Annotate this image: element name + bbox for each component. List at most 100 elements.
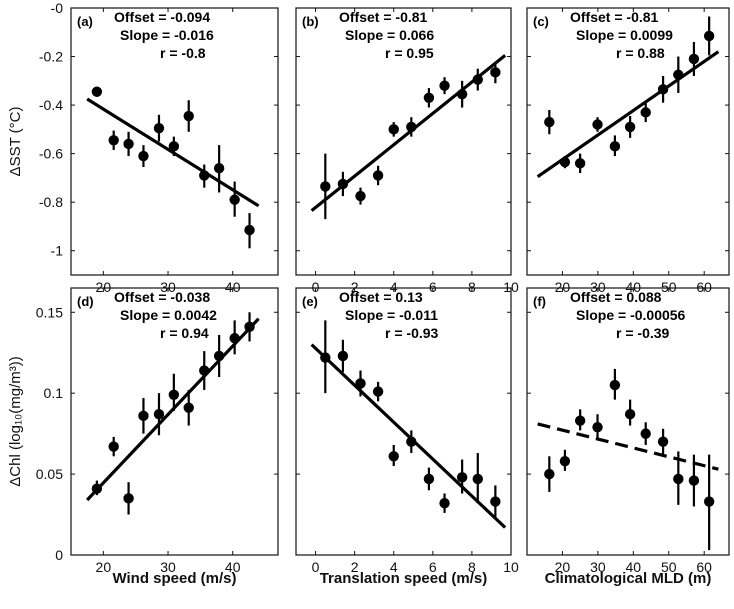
panel-d-data-point <box>138 410 149 422</box>
panel-b-xtick-label: 8 <box>468 279 476 295</box>
panel-a-data-point <box>213 163 225 174</box>
panel-b-data-point <box>456 88 468 100</box>
panel-d-offset-text: Offset = -0.038 <box>114 289 210 305</box>
panel-e-data-point <box>406 436 417 447</box>
panel-a-ytick-label: -1 <box>51 243 64 259</box>
panel-f-xtick-label: 30 <box>590 559 606 575</box>
panel-a-ytick-label: -0 <box>51 0 64 16</box>
panel-d-label: (d) <box>77 294 94 309</box>
panel-f-xlabel: Climatological MLD (m) <box>545 570 712 587</box>
panel-a-data-point <box>183 110 194 122</box>
panel-a-ytick-label: -0.4 <box>39 97 63 113</box>
panel-d-data-point <box>244 321 255 333</box>
panel-a-slope-text: Slope = -0.016 <box>120 27 214 43</box>
panel-a-frame <box>70 7 279 276</box>
panel-c-label: (c) <box>533 14 549 29</box>
panel-b-data-point <box>337 178 349 190</box>
panel-f-data-point <box>673 473 684 485</box>
panel-d-ylabel: ΔChl (log₁₀(mg/m³)) <box>7 356 24 486</box>
panel-b-data-point <box>406 121 417 133</box>
panel-f-xtick-label: 50 <box>661 559 677 575</box>
panel-b-data-point <box>320 181 331 192</box>
panel-f-data-point <box>559 455 571 467</box>
panel-d-r-text: r = 0.94 <box>160 325 209 341</box>
panel-b-xtick-label: 6 <box>429 279 437 295</box>
panel-e-xtick-label: 2 <box>351 559 359 575</box>
panel-a-r-text: r = -0.8 <box>160 45 206 61</box>
panel-b-data-point <box>472 74 483 85</box>
panel-c-offset-text: Offset = -0.81 <box>570 9 659 25</box>
panel-f-data-point <box>657 436 669 447</box>
panel-b-xtick-label: 4 <box>390 279 398 295</box>
panel-a-data-point <box>199 170 210 181</box>
panel-d-data-point <box>108 441 119 452</box>
panel-a-xtick-label: 20 <box>96 279 112 295</box>
panel-a-ylabel: ΔSST (°C) <box>7 107 24 177</box>
panel-c-xtick-label: 40 <box>626 279 642 295</box>
panel-d-ytick-label: 0 <box>55 547 63 563</box>
panel-c-data-point <box>559 156 571 168</box>
panel-c-frame <box>526 7 730 276</box>
panel-d-ytick-label: 0.1 <box>44 385 64 401</box>
panel-c-xtick-label: 30 <box>590 279 606 295</box>
panel-b-xtick-label: 0 <box>312 279 320 295</box>
panel-b-r-text: r = 0.95 <box>385 45 434 61</box>
panel-d-data-point <box>91 483 103 494</box>
panel-a-data-point <box>229 194 240 205</box>
panel-a-ytick-label: -0.2 <box>39 49 63 65</box>
panel-b-data-point <box>423 92 435 104</box>
panel-e-slope-text: Slope = -0.011 <box>345 307 438 323</box>
panel-e-label: (e) <box>302 294 318 309</box>
panel-b-xtick-label: 10 <box>503 279 519 295</box>
panel-b-data-point <box>355 190 366 202</box>
panel-c-xtick-label: 50 <box>661 279 677 295</box>
panel-c-data-point <box>609 141 621 152</box>
panel-f-data-point <box>574 415 586 426</box>
panel-a-ytick-label: -0.8 <box>39 194 63 210</box>
panel-e-xtick-label: 6 <box>429 559 437 575</box>
panel-d-data-point <box>213 350 225 362</box>
panel-f-xtick-label: 40 <box>626 559 642 575</box>
panel-c-xtick-label: 60 <box>696 279 712 295</box>
panel-e-data-point <box>490 496 501 507</box>
panel-d-data-point <box>153 409 165 420</box>
panel-e-r-text: r = -0.93 <box>385 325 439 341</box>
panel-a-data-point <box>153 122 165 134</box>
panel-f-data-point <box>703 496 715 507</box>
panel-f-data-point <box>544 468 555 480</box>
panel-f-r-text: r = -0.39 <box>616 325 670 341</box>
panel-d-xtick-label: 20 <box>96 559 112 575</box>
panel-c-data-point <box>544 116 555 128</box>
panel-e-xtick-label: 8 <box>468 559 476 575</box>
panel-c-data-point <box>640 107 651 118</box>
panel-d-data-point <box>229 332 240 344</box>
panel-c-data-point <box>703 30 715 42</box>
panel-f-data-point <box>640 428 651 439</box>
panel-e-xlabel: Translation speed (m/s) <box>320 570 488 587</box>
panel-e-offset-text: Offset = 0.13 <box>339 289 423 305</box>
panel-c-fit-line <box>536 50 720 179</box>
panel-c-data-point <box>688 53 700 65</box>
panel-f-offset-text: Offset = 0.088 <box>570 289 662 305</box>
panel-a-data-point <box>138 150 149 162</box>
panel-d-xtick-label: 30 <box>160 559 176 575</box>
panel-c-data-point <box>673 69 684 80</box>
panel-b-data-point <box>490 67 501 78</box>
panel-f-data-point <box>688 475 700 486</box>
panel-e-xtick-label: 0 <box>312 559 320 575</box>
panel-b-frame <box>295 7 512 276</box>
panel-e-data-point <box>320 352 331 363</box>
panel-f-fit-line <box>537 422 719 471</box>
panel-e-data-point <box>372 386 384 397</box>
panel-d-frame <box>70 287 279 556</box>
panel-b-data-point <box>388 124 399 135</box>
panel-a-data-point <box>168 141 180 152</box>
panel-e-fit-line <box>310 343 507 529</box>
panel-b-xtick-label: 2 <box>351 279 359 295</box>
panel-f-data-point <box>609 379 621 391</box>
panel-f-frame <box>526 287 730 556</box>
panel-d-data-point <box>123 493 134 504</box>
panel-e-data-point <box>456 472 468 483</box>
panel-d-ytick-label: 0.15 <box>36 304 63 320</box>
